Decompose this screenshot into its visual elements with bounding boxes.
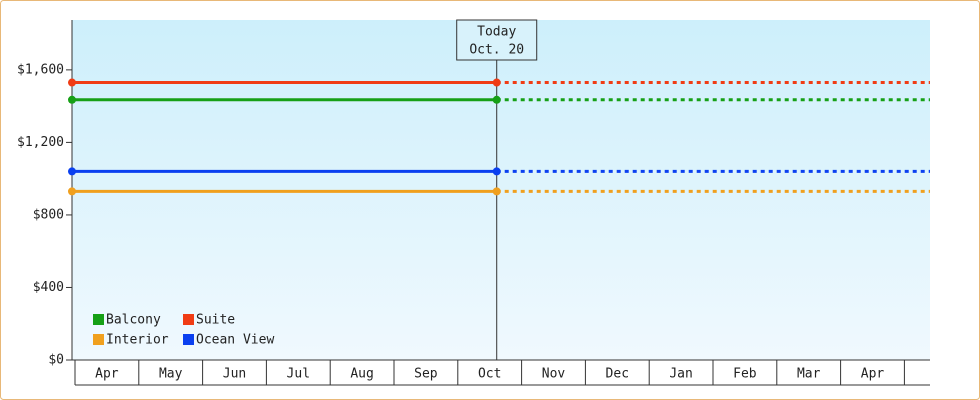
y-tick-label: $1,200 xyxy=(17,135,64,150)
price-dot xyxy=(492,187,501,196)
legend-label: Suite xyxy=(196,313,235,328)
price-dot xyxy=(68,95,76,104)
x-tick-label: Oct xyxy=(478,367,501,382)
legend-label: Balcony xyxy=(106,313,161,328)
today-label: Oct. 20 xyxy=(469,43,524,58)
legend-swatch xyxy=(93,334,104,345)
y-tick-label: $400 xyxy=(33,280,64,295)
legend-swatch xyxy=(183,314,194,325)
legend-label: Ocean View xyxy=(196,333,274,348)
price-dot xyxy=(68,78,76,87)
price-dot xyxy=(492,167,501,176)
y-tick-label: $800 xyxy=(33,207,64,222)
x-tick-label: Mar xyxy=(797,367,821,382)
legend-swatch xyxy=(93,314,104,325)
y-tick-label: $1,600 xyxy=(17,62,64,77)
x-tick-label: Nov xyxy=(542,367,566,382)
x-tick-label: Sep xyxy=(414,367,438,382)
today-box xyxy=(456,19,538,61)
x-tick-label: Jul xyxy=(287,367,310,382)
x-tick-label: Aug xyxy=(350,367,373,382)
legend-swatch xyxy=(183,334,194,345)
x-tick-label: Apr xyxy=(95,367,119,382)
x-tick-label: Jun xyxy=(223,367,246,382)
x-tick-label: Jan xyxy=(669,367,692,382)
price-dot xyxy=(492,95,501,104)
x-tick-label: Feb xyxy=(733,367,757,382)
legend-label: Interior xyxy=(106,333,169,348)
today-label: Today xyxy=(477,25,516,40)
x-tick-label: Dec xyxy=(606,367,629,382)
x-tick-label: Apr xyxy=(861,367,885,382)
y-tick-label: $0 xyxy=(48,353,64,368)
x-tick-label: May xyxy=(159,367,183,382)
price-dot xyxy=(68,187,76,196)
price-dot xyxy=(492,78,501,87)
price-dot xyxy=(68,167,76,176)
